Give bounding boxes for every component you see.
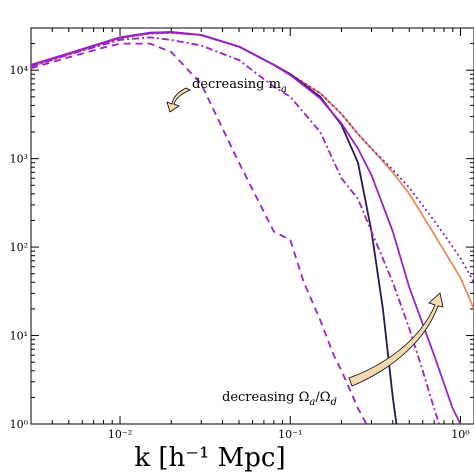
annotation-text: decreasing m: [192, 77, 281, 92]
series-line-4: [30, 31, 462, 425]
y-tick-label: 10²: [10, 241, 28, 254]
annotation-decreasing-omega: decreasing Ωa/Ωd: [222, 390, 337, 408]
axis-ticks: 10⁻²10⁻¹10⁰10⁰10¹10²10³10⁴10⁵: [10, 27, 474, 441]
annotation-sub: a: [281, 84, 287, 95]
annotation-text: decreasing Ω: [222, 390, 309, 405]
annotation-sub-2: d: [331, 397, 337, 408]
x-tick-label: 10⁻¹: [278, 428, 302, 441]
annotation-text-2: /Ω: [315, 390, 330, 405]
arrow-decreasing-omega: [348, 292, 444, 387]
y-tick-label: 10⁰: [10, 418, 29, 431]
y-tick-label: 10¹: [10, 330, 28, 343]
arrow-decreasing-ma: [166, 87, 191, 113]
series-line-6: [30, 42, 368, 425]
x-axis-title: k [h⁻¹ Mpc]: [134, 443, 285, 473]
x-tick-label: 10⁻²: [108, 428, 132, 441]
annotation-sub: a: [309, 397, 315, 408]
series-line-5: [30, 36, 441, 425]
x-tick-label: 10⁰: [451, 428, 470, 441]
series-line-2: [30, 31, 474, 283]
y-tick-label: 10⁴: [10, 64, 29, 77]
y-tick-label: 10³: [10, 153, 28, 166]
series-group: [30, 31, 474, 425]
annotation-decreasing-ma: decreasing ma: [192, 77, 287, 95]
series-line-1: [30, 31, 474, 310]
